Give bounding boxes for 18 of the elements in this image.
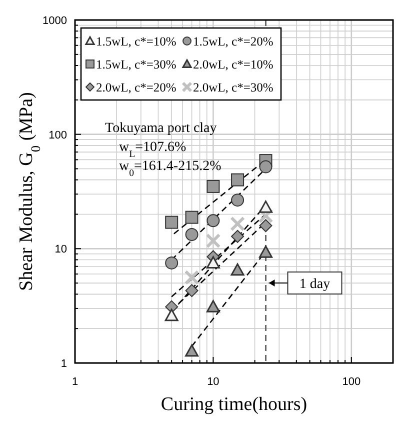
x-axis-title: Curing time(hours) xyxy=(160,394,308,415)
ref-line-label: 1 day xyxy=(299,277,330,292)
annotation: w$_{0}$=161.4-215.2% xyxy=(119,159,222,178)
y-tick-label: 1 xyxy=(60,358,67,370)
y-tick-label: 10 xyxy=(54,244,67,256)
legend-label: 1.5wL, c*=10% xyxy=(96,34,176,48)
x-tick-label: 10 xyxy=(207,376,220,388)
annotation: Tokuyama port clay xyxy=(105,121,217,136)
y-tick-label: 1000 xyxy=(42,15,67,27)
x-tick-label: 100 xyxy=(342,376,361,388)
y-tick-label: 100 xyxy=(48,129,67,142)
x-tick-label: 1 xyxy=(72,376,78,388)
legend-label: 2.0wL, c*=10% xyxy=(193,58,274,72)
legend-label: 1.5wL, c*=30% xyxy=(96,58,176,72)
annotation: w$_{L}$=107.6% xyxy=(119,140,187,160)
legend-label: 2.0wL, c*=30% xyxy=(193,80,274,94)
legend-label: 2.0wL, c*=20% xyxy=(96,80,176,94)
legend-label: 1.5wL, c*=20% xyxy=(193,34,274,48)
